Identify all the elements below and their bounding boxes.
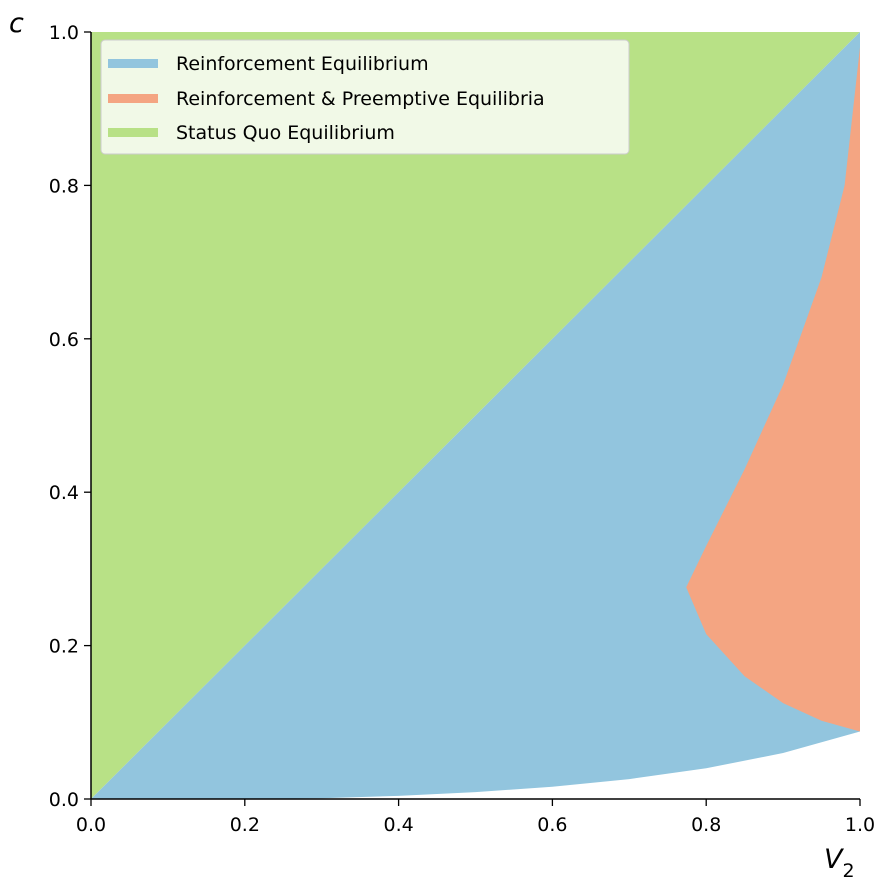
reinforcement-region [91,32,860,799]
y-tick-label: 0.2 [49,636,79,658]
y-ticks: 0.0 0.2 0.4 0.6 0.8 1.0 [49,22,91,811]
y-tick-label: 0.0 [49,789,79,811]
legend-label-status-quo: Status Quo Equilibrium [176,122,395,144]
x-axis-title-subscript: 2 [842,860,854,879]
x-tick-label: 0.4 [383,814,413,836]
x-tick-label: 0.2 [230,814,260,836]
legend-swatch-status-quo [108,128,158,137]
axes: 0.0 0.2 0.4 0.6 0.8 1.0 0.0 0.2 0.4 0.6 0.8 1.0 [49,22,875,836]
y-tick-label: 0.8 [49,175,79,197]
legend-box [100,39,630,155]
y-axis-title: c [9,8,24,39]
legend-label-reinforcement-preemptive: Reinforcement & Preemptive Equilibria [176,88,545,110]
x-tick-label: 0.0 [76,814,106,836]
legend-swatch-reinforcement-preemptive [108,94,158,103]
y-tick-label: 1.0 [49,22,79,44]
y-tick-label: 0.6 [49,329,79,351]
legend-label-reinforcement: Reinforcement Equilibrium [176,53,429,75]
y-tick-label: 0.4 [49,482,79,504]
reinforcement-preemptive-region [686,47,860,732]
x-tick-label: 1.0 [845,814,875,836]
x-tick-label: 0.8 [691,814,721,836]
x-axis-title: V2 [824,844,855,879]
legend-swatch-reinforcement [108,59,158,68]
x-tick-label: 0.6 [537,814,567,836]
legend: Reinforcement Equilibrium Reinforcement … [100,39,630,155]
x-ticks: 0.0 0.2 0.4 0.6 0.8 1.0 [76,799,875,836]
plot-regions [91,32,860,799]
